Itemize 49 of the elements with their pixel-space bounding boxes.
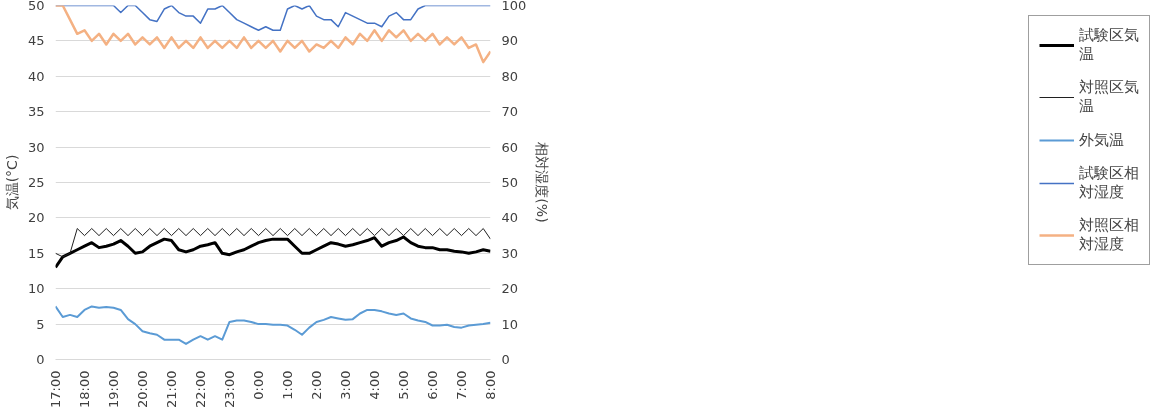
x-tick-label: 17:00 xyxy=(48,370,63,408)
legend-label: 試験区相対湿度 xyxy=(1079,164,1139,202)
y-axis-title: 気温(°C) xyxy=(3,154,20,211)
y2-tick-label: 20 xyxy=(501,281,519,297)
y-tick-label: 40 xyxy=(27,68,45,84)
x-tick-label: 19:00 xyxy=(106,370,121,408)
y2-tick-label: 30 xyxy=(501,245,519,261)
y2-tick-label: 100 xyxy=(501,0,527,13)
line-series xyxy=(55,228,491,258)
y2-tick-label: 0 xyxy=(501,352,510,367)
legend-label: 外気温 xyxy=(1079,130,1124,150)
x-tick-label: 0:00 xyxy=(251,370,266,400)
x-tick-label: 18:00 xyxy=(77,370,92,408)
line-series xyxy=(55,5,491,64)
y-tick-label: 20 xyxy=(27,210,45,226)
y2-tick-label: 60 xyxy=(501,139,519,155)
y2-tick-label: 80 xyxy=(501,68,519,84)
x-tick-label: 21:00 xyxy=(164,370,179,408)
y2-tick-label: 40 xyxy=(501,210,519,226)
y-tick-label: 0 xyxy=(36,352,45,367)
x-tick-label: 6:00 xyxy=(425,370,440,400)
x-tick-label: 7:00 xyxy=(454,370,469,400)
x-tick-label: 4:00 xyxy=(367,370,382,400)
y-tick-label: 45 xyxy=(27,33,45,49)
y-tick-label: 50 xyxy=(27,0,45,13)
x-tick-label: 1:00 xyxy=(280,370,295,400)
legend-label: 対照区気温 xyxy=(1079,78,1139,116)
y2-tick-label: 50 xyxy=(501,175,519,190)
x-tick-label: 23:00 xyxy=(222,370,237,408)
line-series xyxy=(55,305,491,345)
legend-label: 対照区相対湿度 xyxy=(1079,216,1139,254)
y2-tick-label: 10 xyxy=(501,316,519,332)
x-tick-label: 8:00 xyxy=(483,370,498,400)
y-tick-label: 10 xyxy=(27,281,45,297)
y-tick-label: 5 xyxy=(36,316,45,332)
y-tick-label: 25 xyxy=(27,175,45,190)
y2-axis-title: 相対湿度(%) xyxy=(534,142,551,223)
x-tick-label: 22:00 xyxy=(193,370,208,408)
x-tick-label: 2:00 xyxy=(309,370,324,400)
x-tick-label: 5:00 xyxy=(396,370,411,400)
y2-tick-label: 70 xyxy=(501,104,519,120)
y-tick-label: 35 xyxy=(27,104,45,120)
legend-label: 試験区気温 xyxy=(1079,26,1139,64)
y-tick-label: 15 xyxy=(27,245,45,261)
y-tick-label: 30 xyxy=(27,139,45,155)
y2-tick-label: 90 xyxy=(501,33,519,49)
x-tick-label: 20:00 xyxy=(135,370,150,408)
x-tick-label: 3:00 xyxy=(338,370,353,400)
line-series xyxy=(55,235,491,269)
